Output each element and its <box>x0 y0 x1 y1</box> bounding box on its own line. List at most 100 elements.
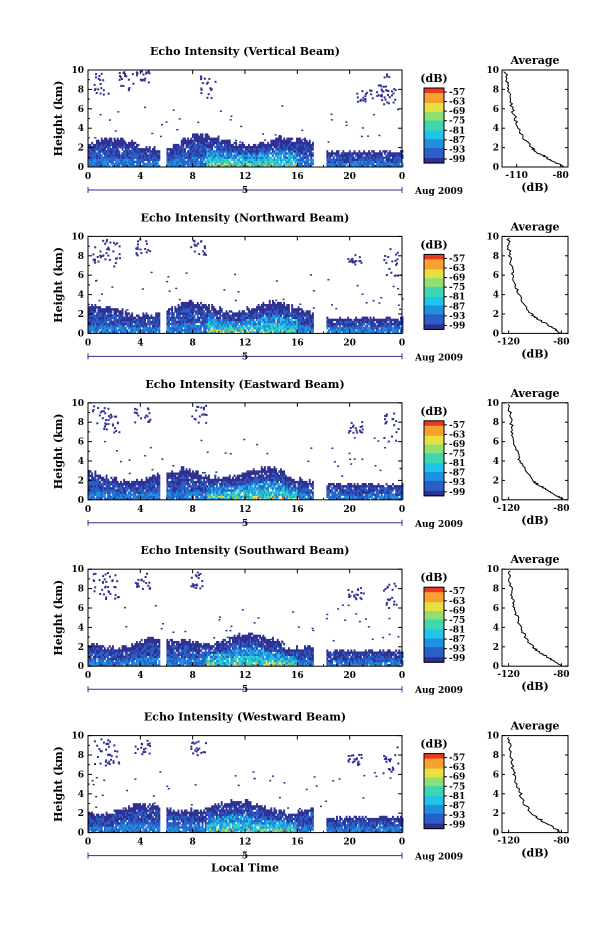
echo-speck <box>106 241 108 243</box>
heatmap-cell <box>219 317 221 319</box>
heatmap-cell <box>250 327 252 329</box>
echo-speck <box>113 266 115 268</box>
heatmap-cell <box>213 144 215 146</box>
echo-speck <box>179 118 181 120</box>
heatmap-cell <box>146 146 148 148</box>
heatmap-cell <box>242 325 244 327</box>
heatmap-cell <box>106 138 108 140</box>
echo-speck <box>393 88 395 90</box>
heatmap-cell <box>205 304 207 306</box>
heatmap-cell <box>230 310 232 312</box>
heatmap-cell <box>262 142 264 144</box>
heatmap-cell <box>312 315 314 317</box>
echo-speck <box>208 78 210 80</box>
echo-speck <box>205 254 207 256</box>
heatmap-cell <box>184 159 186 161</box>
echo-speck <box>383 86 385 88</box>
echo-speck <box>235 300 237 302</box>
echo-speck <box>128 88 130 90</box>
echo-speck <box>387 256 389 258</box>
heatmap-cell <box>379 150 381 152</box>
heatmap-cell <box>149 319 151 321</box>
heatmap-cell <box>168 325 170 327</box>
heatmap-cell <box>158 494 160 496</box>
heatmap-cell <box>202 133 204 135</box>
echo-speck <box>145 73 147 75</box>
day-label: 5 <box>242 186 248 196</box>
heatmap-cell <box>91 475 93 477</box>
heatmap-cell <box>168 315 170 317</box>
colorbar-tick-label: -99 <box>449 321 465 331</box>
heatmap-cell <box>144 319 146 321</box>
echo-speck <box>367 135 369 137</box>
heatmap-cell <box>149 161 151 163</box>
echo-speck <box>354 263 356 265</box>
heatmap-cell <box>171 310 173 312</box>
echo-speck <box>386 101 388 103</box>
heatmap-cell <box>158 312 160 314</box>
heatmap-cell <box>390 325 392 327</box>
heatmap-cell <box>274 302 276 304</box>
echo-speck <box>310 274 312 276</box>
heatmap-cell <box>235 157 237 159</box>
heatmap-cell <box>211 146 213 148</box>
heatmap-cell <box>194 315 196 317</box>
heatmap-cell <box>312 148 314 150</box>
echo-speck <box>264 139 266 141</box>
echo-speck <box>137 254 139 256</box>
echo-speck <box>223 289 225 291</box>
echo-speck <box>390 272 392 274</box>
heatmap-cell <box>158 157 160 159</box>
heatmap-cell <box>158 323 160 325</box>
echo-speck <box>211 88 213 90</box>
heatmap-cell <box>386 321 388 323</box>
heatmap-cell <box>374 323 376 325</box>
heatmap-cell <box>94 304 96 306</box>
heatmap-cell <box>101 138 103 140</box>
heatmap-cell <box>168 321 170 323</box>
heatmap-cell <box>312 312 314 314</box>
echo-speck <box>132 83 134 85</box>
y-tick-label: 8 <box>78 252 84 262</box>
heatmap-cell <box>256 310 258 312</box>
date-label: Aug 2009 <box>414 353 463 363</box>
heatmap-cell <box>131 323 133 325</box>
heatmap-cell <box>110 312 112 314</box>
heatmap-cell <box>122 315 124 317</box>
heatmap-cell <box>312 319 314 321</box>
echo-speck <box>211 97 213 99</box>
echo-speck <box>99 300 101 302</box>
heatmap-cell <box>386 150 388 152</box>
heatmap-cell <box>272 300 274 302</box>
echo-speck <box>151 133 153 135</box>
heatmap-cell <box>234 317 236 319</box>
panel-3: Echo Intensity (Eastward Beam)0246810Hei… <box>52 378 570 530</box>
echo-speck <box>201 89 203 91</box>
echo-speck <box>109 119 111 121</box>
echo-speck <box>115 258 117 260</box>
heatmap-cell <box>99 475 101 477</box>
heatmap-cell <box>136 146 138 148</box>
heatmap-cell <box>94 470 96 472</box>
heatmap-cell <box>184 150 186 152</box>
echo-speck <box>381 99 383 101</box>
echo-speck <box>281 105 283 107</box>
echo-speck <box>140 249 142 251</box>
heatmap-cell <box>94 150 96 152</box>
heatmap-cell <box>187 138 189 140</box>
heatmap-cell <box>198 304 200 306</box>
echo-speck <box>283 299 285 301</box>
heatmap-cell <box>366 325 368 327</box>
echo-speck <box>106 252 108 254</box>
echo-speck <box>136 71 138 73</box>
x-tick-label: 12 <box>239 338 252 348</box>
echo-speck <box>102 79 104 81</box>
heatmap-cell <box>134 142 136 144</box>
heatmap-cell <box>158 485 160 487</box>
heatmap-cell <box>283 304 285 306</box>
heatmap-cell <box>354 150 356 152</box>
heatmap-cell <box>110 477 112 479</box>
echo-speck <box>331 119 333 121</box>
heatmap-cell <box>272 148 274 150</box>
